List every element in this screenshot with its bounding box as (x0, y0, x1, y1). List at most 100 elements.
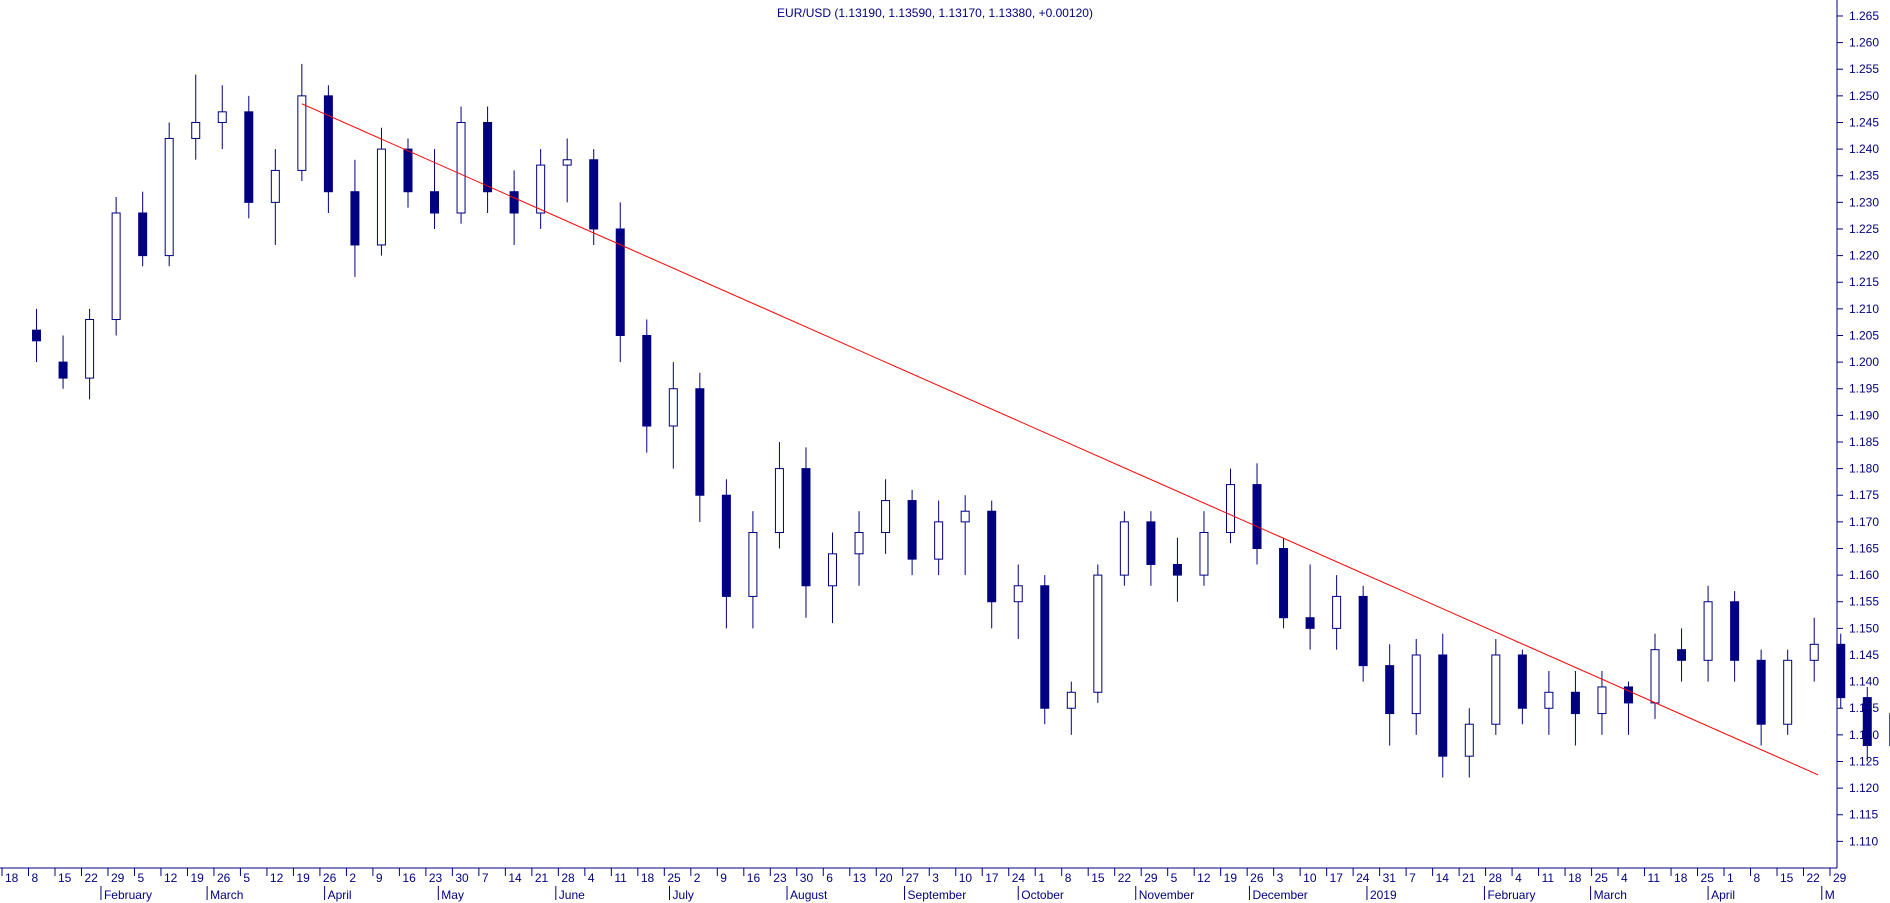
y-tick-label: 1.170 (1849, 515, 1879, 529)
candle (138, 191, 148, 267)
x-tick-label: 20 (879, 871, 893, 885)
x-axis-months: February March April May June July August Septe… (100, 886, 1835, 902)
x-tick-label: 15 (1780, 871, 1794, 885)
candle (1836, 633, 1846, 709)
candle (217, 85, 227, 150)
y-tick-label: 1.180 (1849, 462, 1879, 476)
candle (191, 74, 201, 160)
candle (589, 149, 599, 245)
trendline (301, 103, 1819, 776)
candle (1809, 617, 1819, 682)
x-tick-label: 18 (1674, 871, 1688, 885)
candle (244, 95, 254, 219)
x-tick-label: 7 (482, 871, 489, 885)
candle (1411, 639, 1421, 735)
candle (1756, 649, 1766, 746)
y-tick-label: 1.160 (1849, 568, 1879, 582)
month-label: October (1021, 888, 1064, 902)
x-tick-label: 26 (217, 871, 231, 885)
candle (1119, 511, 1129, 586)
candle (85, 308, 95, 400)
y-axis-ticks: 1.110 1.115 1.120 1.125 1.130 1.135 1.140 1.145… (1837, 9, 1879, 848)
candle (483, 106, 493, 214)
month-label: July (673, 888, 694, 902)
candle (403, 138, 413, 208)
x-tick-label: 24 (1356, 871, 1370, 885)
candle (1703, 585, 1713, 682)
month-label: May (441, 888, 464, 902)
y-tick-label: 1.110 (1849, 834, 1878, 848)
candle (297, 63, 307, 182)
x-tick-label: 1 (1038, 871, 1045, 885)
x-tick-label: 6 (826, 871, 833, 885)
candle (1146, 511, 1156, 586)
x-tick-label: 27 (906, 871, 920, 885)
candle (1305, 564, 1315, 650)
candle (854, 511, 864, 586)
x-tick-label: 14 (508, 871, 522, 885)
candle (1730, 591, 1740, 682)
x-tick-label: 11 (614, 871, 627, 885)
x-tick-label: 2 (694, 871, 701, 885)
y-tick-label: 1.115 (1849, 808, 1878, 822)
x-tick-label: 29 (1833, 871, 1847, 885)
candle (801, 447, 811, 618)
candle (1597, 670, 1607, 735)
x-tick-label: 23 (429, 871, 443, 885)
x-tick-label: 29 (1144, 871, 1158, 885)
x-tick-label: 16 (747, 871, 761, 885)
candle (695, 372, 705, 522)
candle (1464, 708, 1474, 778)
x-tick-label: 26 (1250, 871, 1264, 885)
y-tick-label: 1.265 (1849, 9, 1879, 23)
y-tick-label: 1.150 (1849, 621, 1879, 635)
x-tick-label: 22 (84, 871, 98, 885)
x-tick-label: 23 (773, 871, 787, 885)
month-label: April (328, 888, 352, 902)
month-label: December (1252, 888, 1307, 902)
candle (1385, 644, 1395, 746)
candle (1199, 511, 1209, 586)
y-tick-label: 1.130 (1849, 728, 1879, 742)
x-tick-label: 31 (1383, 871, 1397, 885)
candle (1279, 537, 1289, 629)
x-tick-label: 28 (561, 871, 575, 885)
candle (376, 127, 386, 256)
candle (642, 319, 652, 453)
x-tick-label: 25 (667, 871, 681, 885)
x-tick-label: 17 (1330, 871, 1344, 885)
y-tick-label: 1.210 (1849, 302, 1879, 316)
candle (907, 489, 917, 576)
month-label: February (104, 888, 152, 902)
x-tick-label: 26 (323, 871, 337, 885)
x-tick-label: 4 (588, 871, 595, 885)
y-tick-label: 1.250 (1849, 89, 1879, 103)
x-tick-label: 21 (535, 871, 549, 885)
x-tick-label: 5 (137, 871, 144, 885)
x-tick-label: 3 (1277, 871, 1284, 885)
candle (1544, 670, 1554, 735)
candle (881, 479, 891, 554)
x-tick-label: 9 (720, 871, 727, 885)
candle (1677, 628, 1687, 682)
candle (1066, 681, 1076, 735)
y-tick-label: 1.155 (1849, 595, 1879, 609)
chart-title: EUR/USD (1.13190, 1.13590, 1.13170, 1.13… (777, 6, 1093, 20)
y-tick-label: 1.120 (1849, 781, 1879, 795)
x-tick-label: 15 (1091, 871, 1105, 885)
x-tick-label: 19 (1224, 871, 1238, 885)
month-label: 2019 (1370, 888, 1397, 902)
x-tick-label: 18 (641, 871, 655, 885)
x-tick-label: 10 (1303, 871, 1317, 885)
y-tick-label: 1.145 (1849, 648, 1879, 662)
month-label: June (559, 888, 585, 902)
x-tick-label: 8 (1065, 871, 1072, 885)
y-tick-label: 1.230 (1849, 195, 1879, 209)
candle (1093, 564, 1103, 703)
candle (270, 149, 280, 245)
month-label: August (790, 888, 828, 902)
y-tick-label: 1.205 (1849, 328, 1879, 342)
x-tick-label: 22 (1807, 871, 1821, 885)
x-tick-label: 30 (455, 871, 469, 885)
